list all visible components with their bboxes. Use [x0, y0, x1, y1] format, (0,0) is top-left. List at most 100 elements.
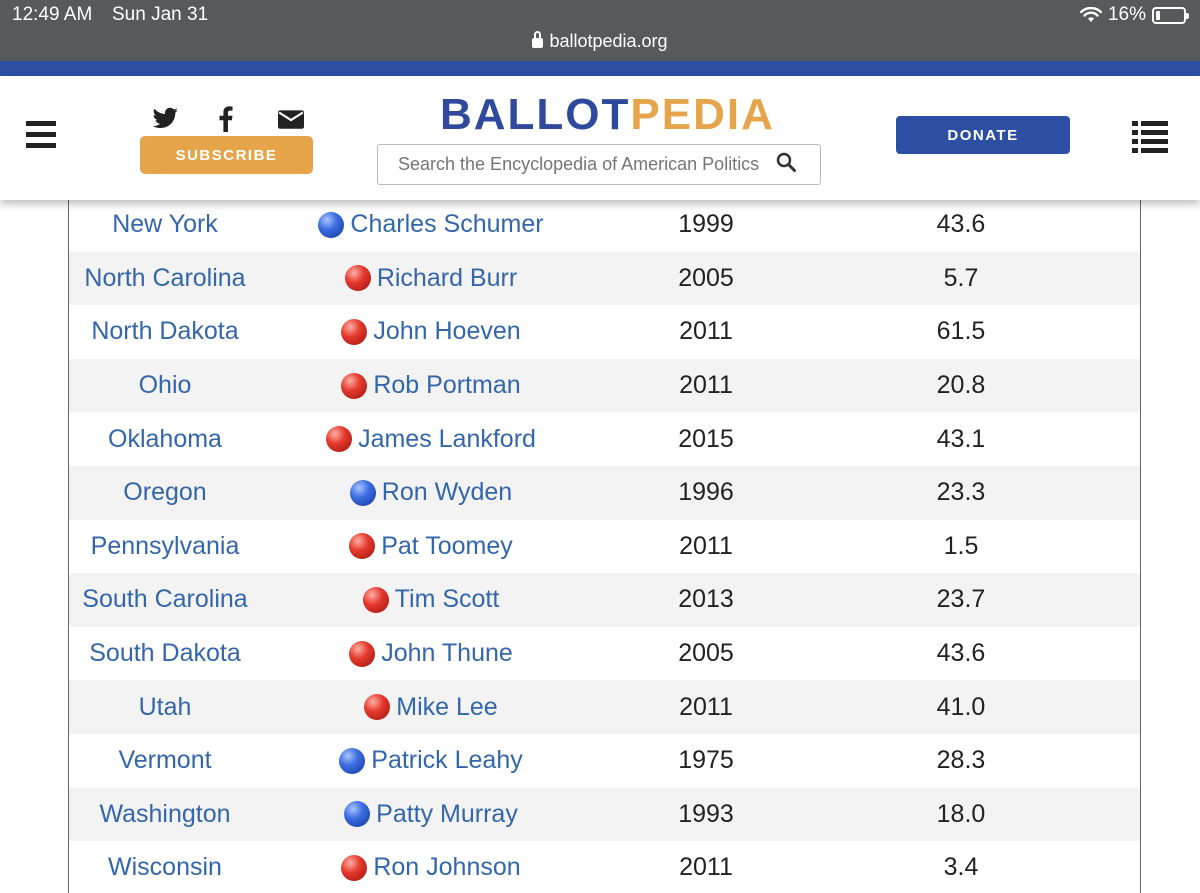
value-cell: 28.3	[936, 746, 986, 775]
republican-party-icon	[362, 586, 389, 613]
senator-cell: James Lankford	[261, 412, 601, 466]
table-row: North Carolina Richard Burr 2005 5.7	[69, 251, 1140, 306]
value-cell: 43.6	[936, 639, 986, 668]
state-link[interactable]: Ohio	[138, 371, 192, 400]
battery-icon	[1152, 6, 1189, 24]
state-link[interactable]: Oklahoma	[108, 424, 222, 453]
democrat-party-icon	[349, 479, 376, 506]
table-row: Pennsylvania Pat Toomey 2011 1.5	[69, 520, 1140, 574]
year-cell: 2011	[679, 317, 733, 346]
republican-party-icon	[349, 533, 376, 560]
battery-fill	[1156, 10, 1160, 20]
year-cell: 1996	[678, 478, 734, 507]
table-row: South Dakota John Thune 2005 43.6	[69, 627, 1140, 681]
status-date: Sun Jan 31	[112, 4, 209, 25]
logo-part-2: PEDIA	[630, 90, 775, 139]
senator-name-link[interactable]: Rob Portman	[373, 371, 521, 400]
table-row: Oregon Ron Wyden 1996 23.3	[69, 466, 1140, 520]
table-row: South Carolina Tim Scott 2013 23.7	[69, 573, 1140, 627]
lock-icon	[532, 31, 544, 48]
url-text: ballotpedia.org	[549, 31, 668, 51]
senator-name-link[interactable]: Richard Burr	[376, 263, 518, 292]
senator-name-link[interactable]: Ron Wyden	[381, 478, 513, 507]
senator-name-link[interactable]: Patty Murray	[376, 799, 518, 828]
democrat-party-icon	[339, 747, 366, 774]
value-cell: 20.8	[936, 371, 986, 400]
year-cell: 2005	[678, 639, 734, 668]
year-cell: 2011	[679, 531, 733, 560]
republican-party-icon	[364, 694, 391, 721]
senator-name-link[interactable]: Tim Scott	[394, 585, 500, 614]
year-cell: 1999	[678, 210, 734, 239]
email-icon[interactable]	[278, 106, 304, 132]
year-cell: 2011	[679, 371, 733, 400]
republican-party-icon	[341, 372, 368, 399]
state-link[interactable]: Wisconsin	[108, 853, 222, 882]
senator-cell: Richard Burr	[261, 252, 601, 306]
brand-strip	[0, 61, 1200, 76]
state-link[interactable]: North Carolina	[84, 263, 246, 292]
value-cell: 5.7	[943, 263, 979, 292]
state-link[interactable]: Utah	[138, 692, 192, 721]
table-row: North Dakota John Hoeven 2011 61.5	[69, 305, 1140, 359]
state-link[interactable]: South Carolina	[82, 585, 248, 614]
year-cell: 1975	[678, 746, 734, 775]
republican-party-icon	[341, 854, 368, 881]
republican-party-icon	[349, 640, 376, 667]
state-link[interactable]: South Dakota	[89, 639, 241, 668]
democrat-party-icon	[318, 211, 345, 238]
site-header: SUBSCRIBE BALLOTPEDIA DONATE	[0, 76, 1200, 200]
year-cell: 2013	[678, 585, 734, 614]
search-icon[interactable]	[776, 152, 796, 172]
democrat-party-icon	[344, 801, 371, 828]
value-cell: 61.5	[936, 317, 986, 346]
search-input[interactable]	[377, 144, 821, 185]
senator-cell: Mike Lee	[261, 680, 601, 734]
value-cell: 23.3	[936, 478, 986, 507]
subscribe-button[interactable]: SUBSCRIBE	[140, 136, 313, 174]
social-links	[152, 106, 310, 132]
state-link[interactable]: North Dakota	[91, 317, 239, 346]
senator-name-link[interactable]: Pat Toomey	[381, 531, 513, 560]
senator-cell: Patrick Leahy	[261, 734, 601, 788]
senator-name-link[interactable]: Patrick Leahy	[371, 746, 523, 775]
senator-name-link[interactable]: John Thune	[381, 639, 513, 668]
ballotpedia-logo[interactable]: BALLOTPEDIA	[440, 90, 775, 140]
senator-cell: John Thune	[261, 627, 601, 681]
facebook-icon[interactable]	[219, 106, 233, 132]
list-menu-icon[interactable]	[1132, 121, 1168, 153]
senator-name-link[interactable]: Ron Johnson	[373, 853, 521, 882]
senator-cell: John Hoeven	[261, 305, 601, 359]
republican-party-icon	[326, 426, 353, 453]
senator-name-link[interactable]: Mike Lee	[396, 692, 498, 721]
twitter-icon[interactable]	[152, 106, 179, 132]
donate-button[interactable]: DONATE	[896, 116, 1070, 154]
value-cell: 43.1	[936, 424, 986, 453]
value-cell: 41.0	[936, 692, 986, 721]
hamburger-menu-icon[interactable]	[26, 121, 56, 149]
year-cell: 2015	[678, 424, 734, 453]
senator-name-link[interactable]: Charles Schumer	[350, 210, 544, 239]
table-row: Wisconsin Ron Johnson 2011 3.4	[69, 841, 1140, 893]
senator-cell: Rob Portman	[261, 359, 601, 413]
value-cell: 1.5	[943, 531, 979, 560]
table-row: New York Charles Schumer 1999 43.6	[69, 198, 1140, 252]
wifi-icon	[1079, 7, 1102, 22]
table-row: Washington Patty Murray 1993 18.0	[69, 787, 1140, 842]
address-bar[interactable]: ballotpedia.org	[0, 31, 1200, 52]
senator-cell: Charles Schumer	[261, 198, 601, 252]
state-link[interactable]: Oregon	[123, 478, 207, 507]
year-cell: 2011	[679, 853, 733, 882]
state-link[interactable]: Washington	[99, 799, 231, 828]
state-link[interactable]: Pennsylvania	[90, 531, 240, 560]
senator-cell: Patty Murray	[261, 788, 601, 842]
logo-part-1: BALLOT	[440, 90, 631, 139]
senator-name-link[interactable]: John Hoeven	[373, 317, 521, 346]
state-link[interactable]: Vermont	[118, 746, 212, 775]
senators-table: New York Charles Schumer 1999 43.6 North Car…	[68, 198, 1141, 893]
year-cell: 2011	[679, 692, 733, 721]
senator-name-link[interactable]: James Lankford	[358, 424, 536, 453]
state-link[interactable]: New York	[112, 210, 218, 239]
table-row: Oklahoma James Lankford 2015 43.1	[69, 412, 1140, 466]
senator-cell: Pat Toomey	[261, 520, 601, 574]
